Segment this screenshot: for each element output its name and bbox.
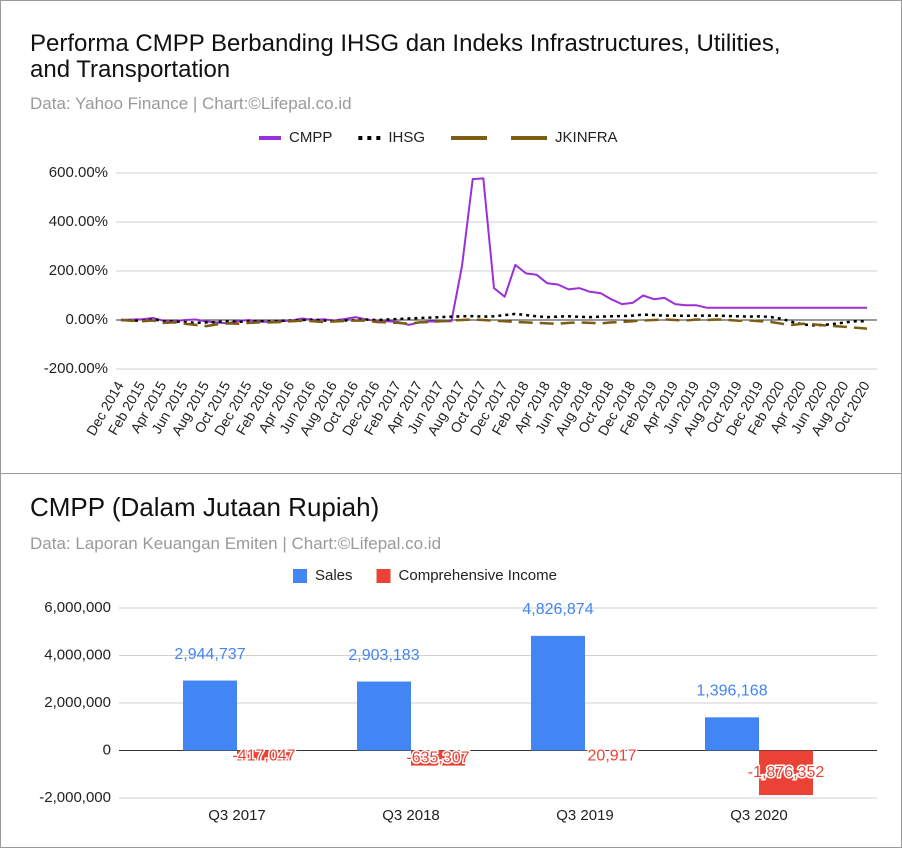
bar bbox=[183, 680, 237, 751]
value-label: 2,944,737 bbox=[174, 646, 245, 663]
bar bbox=[759, 750, 813, 796]
chart: -2,000,000 0 2,000,000 4,000,000 6,000,000 Q3… bbox=[39, 567, 877, 824]
x-tick-label: Q3 2020 bbox=[730, 807, 788, 824]
legend-marker bbox=[293, 569, 307, 583]
value-label: 4,826,874 bbox=[522, 601, 593, 618]
chart-subtitle: Data: Yahoo Finance | Chart:©Lifepal.co.… bbox=[30, 94, 352, 113]
y-tick-label: 2,000,000 bbox=[44, 694, 111, 711]
y-tick-label: 0.00% bbox=[65, 311, 108, 328]
legend-label: CMPP bbox=[289, 129, 332, 146]
value-label: -635,307 bbox=[406, 749, 469, 766]
value-label: -417,047 bbox=[232, 748, 295, 765]
y-tick-label: 400.00% bbox=[49, 213, 108, 230]
series-line bbox=[120, 312, 867, 327]
series-line bbox=[120, 177, 867, 326]
bar bbox=[411, 750, 465, 766]
chart-subtitle: Data: Laporan Keuangan Emiten | Chart:©L… bbox=[30, 534, 442, 553]
panel: -200.00% 0.00% 200.00% 400.00% 600.00% Dec 20… bbox=[1, 1, 901, 474]
y-tick-label: -2,000,000 bbox=[39, 789, 111, 806]
x-tick-label: Q3 2017 bbox=[208, 807, 266, 824]
chart-title: Performa CMPP Berbanding IHSG dan Indeks… bbox=[30, 30, 781, 83]
value-label: 20,917 bbox=[588, 748, 637, 765]
legend-marker bbox=[376, 569, 391, 583]
y-tick-label: 4,000,000 bbox=[44, 646, 111, 663]
y-tick-label: 600.00% bbox=[49, 164, 108, 181]
legend-label: JKINFRA bbox=[555, 129, 618, 146]
value-label: 1,396,168 bbox=[696, 683, 767, 700]
panel: -2,000,000 0 2,000,000 4,000,000 6,000,000 Q3… bbox=[1, 474, 901, 847]
chart-title: CMPP (Dalam Jutaan Rupiah) bbox=[30, 492, 380, 522]
y-tick-label: 0 bbox=[103, 741, 111, 758]
bar bbox=[357, 681, 411, 751]
bar bbox=[705, 717, 759, 751]
value-label: 2,903,183 bbox=[348, 647, 419, 664]
bar bbox=[237, 750, 291, 761]
legend-label: IHSG bbox=[388, 129, 425, 146]
y-tick-label: -200.00% bbox=[44, 360, 108, 377]
chart: -200.00%0.00%200.00%400.00%600.00%Dec 20… bbox=[44, 129, 877, 438]
bar bbox=[531, 635, 585, 751]
legend-label: Comprehensive Income bbox=[399, 567, 557, 584]
y-tick-label: 200.00% bbox=[49, 262, 108, 279]
x-tick-label: Q3 2019 bbox=[556, 807, 614, 824]
y-tick-label: 6,000,000 bbox=[44, 599, 111, 616]
bar bbox=[585, 750, 639, 751]
x-tick-label: Q3 2018 bbox=[382, 807, 440, 824]
legend-label: Sales bbox=[315, 567, 353, 584]
value-label: -1,876,352 bbox=[748, 764, 825, 781]
